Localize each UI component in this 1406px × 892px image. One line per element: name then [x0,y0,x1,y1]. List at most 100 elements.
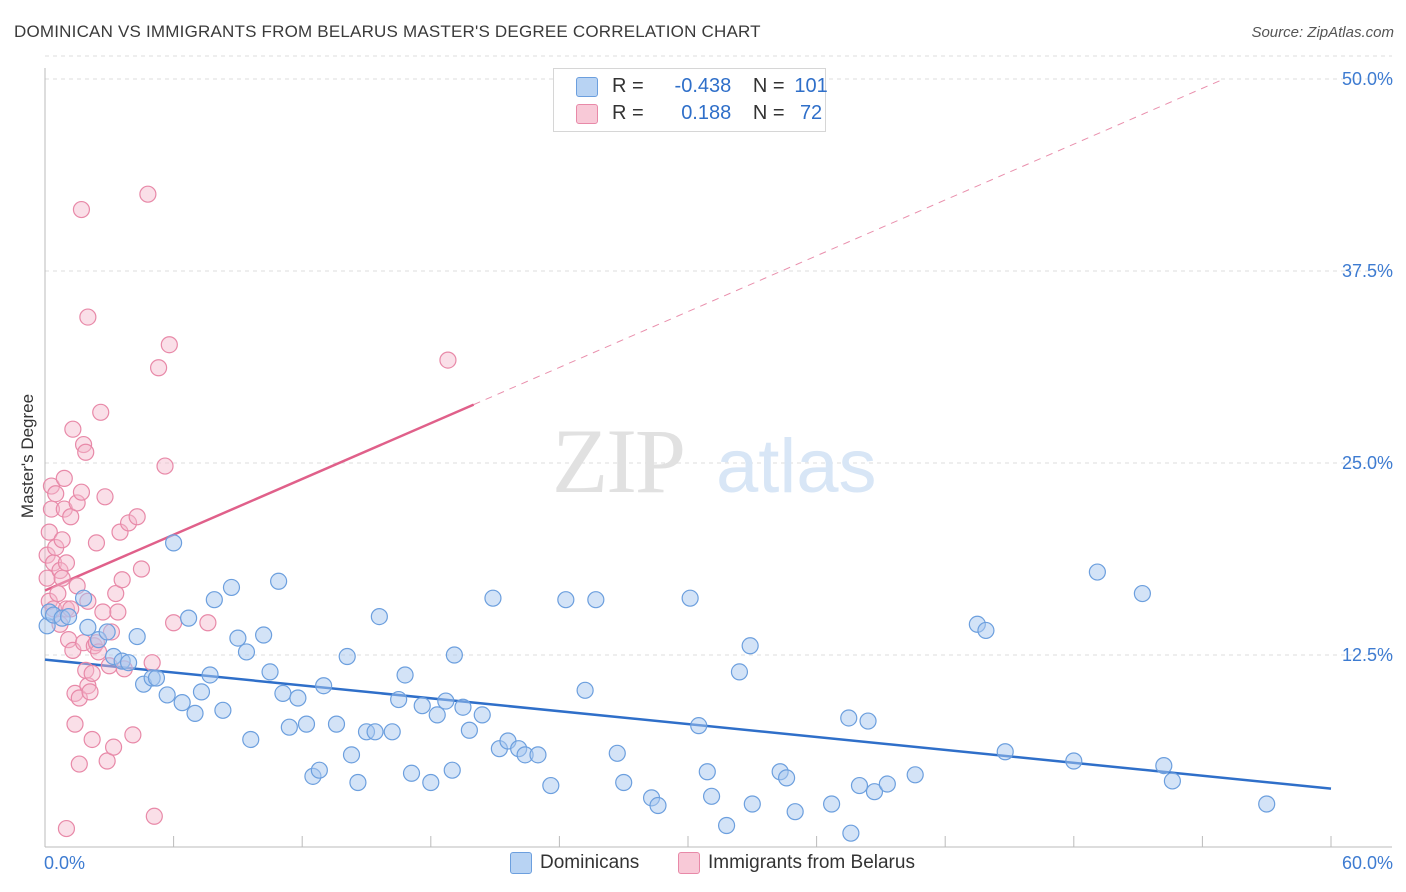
dominicans-point [698,763,716,781]
y-tick-label: 37.5% [1342,261,1393,281]
belarus-point [83,664,101,683]
belarus-point [38,569,56,587]
belarus-point [68,494,86,512]
dominicans-point [98,623,116,641]
dominicans-point [396,666,414,684]
dominicans-point [443,761,461,779]
dominicans-point [460,721,478,739]
dominicans-legend-swatch [510,852,532,874]
belarus-point [57,554,76,572]
belarus-point [47,485,65,503]
dominicans-point [327,715,346,733]
dominicans-point [1258,795,1276,813]
legend-n-label: N = [752,102,785,124]
dominicans-point [338,647,356,666]
belarus-point [87,534,106,552]
dominicans-point [310,761,328,779]
belarus-point [124,726,142,744]
belarus-point [94,603,112,621]
belarus-point [119,514,138,532]
dominicans-point [119,654,138,672]
dominicans-point [59,607,78,626]
dominicans-point [255,626,273,644]
legend-r-label: R = [612,102,644,124]
y-tick-label: 50.0% [1342,69,1393,89]
x-tick-label: 0.0% [44,853,85,873]
belarus-point [79,308,97,326]
dominicans-point [906,766,924,784]
dominicans-point [242,730,260,749]
belarus-point [165,614,183,632]
belarus-point [199,614,217,632]
dominicans-point [878,775,896,793]
dominicans-trend-line [44,658,1332,790]
watermark-atlas: atlas [716,424,877,509]
dominicans-point [205,591,223,609]
dominicans-point [165,534,183,552]
dominicans-point [1133,584,1151,603]
belarus-point [53,531,71,549]
dominicans-point [128,627,146,646]
dominicans-point [681,589,699,607]
correlation-legend: R = -0.438 N = 101 R = 0.188 N = 72 [553,68,828,132]
dominicans-point [542,776,560,795]
belarus-point [62,508,80,526]
dominicans-point [74,589,93,607]
dominicans-point [186,704,204,722]
belarus-point [109,603,127,621]
belarus-point [98,752,116,770]
belarus-point [49,584,67,603]
dominicans-legend-label: Dominicans [540,852,640,874]
belarus-point [96,488,114,506]
dominicans-point [649,796,667,815]
dominicans-point [201,666,219,684]
belarus-point [57,819,76,838]
dominicans-point [1088,563,1106,581]
chart-title: DOMINICAN VS IMMIGRANTS FROM BELARUS MAS… [14,22,761,41]
dominicans-point [390,690,408,709]
belarus-legend-swatch [678,852,700,874]
dominicans-point [413,697,431,715]
dominicans-point [280,718,298,736]
belarus-point [81,683,99,701]
dominicans-point [402,764,421,782]
dominicans-point [445,646,463,664]
legend-row-belarus: R = 0.188 N = 72 [576,102,832,126]
bottom-legend-dominicans: Dominicans [510,852,639,874]
source-label: Source: ZipAtlas.com [1251,24,1394,41]
belarus-point [83,730,101,749]
dominicans-point [289,689,307,707]
dominicans-point [349,773,367,792]
belarus-point [139,185,157,203]
legend-n-value: 72 [799,102,823,124]
axes [44,68,1392,848]
legend-r-label: R = [612,75,644,97]
legend-n-label: N = [752,75,785,97]
trend-lines [44,78,1332,790]
belarus-point [40,523,58,541]
belarus-legend-label: Immigrants from Belarus [708,852,915,874]
dominicans-point [366,723,384,741]
dominicans-point [1065,752,1083,770]
tick-labels: 12.5% 25.0% 37.5% 50.0% 0.0% 60.0% [44,69,1393,873]
dominicans-point [383,723,401,741]
x-tick-label: 60.0% [1342,853,1393,873]
belarus-point [156,457,174,475]
dominicans-point [717,816,736,835]
bottom-legend-belarus: Immigrants from Belarus [678,852,915,874]
dominicans-point [777,769,796,787]
belarus-point [53,569,71,587]
legend-row-dominicans: R = -0.438 N = 101 [576,75,832,99]
dominicans-point [370,607,388,626]
dominicans-point [730,663,749,681]
dominicans-point [158,686,176,704]
dominicans-point [850,776,869,795]
y-tick-label: 25.0% [1342,453,1393,473]
dominicans-point [261,663,279,681]
belarus-point [439,351,457,369]
dominicans-point [180,609,198,627]
dominicans-point [274,684,292,703]
dominicans-point [842,824,860,842]
dominicans-point [428,706,446,724]
belarus-swatch [576,103,598,124]
